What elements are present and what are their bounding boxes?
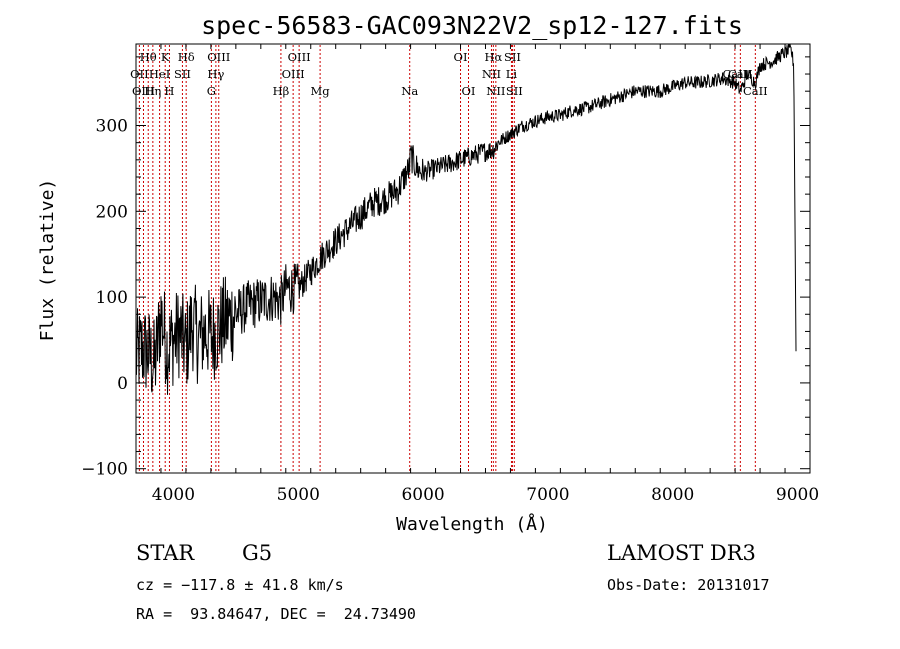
object-subclass: G5 xyxy=(242,541,273,565)
spectral-line-label: Hγ xyxy=(207,67,224,81)
spectral-line-label: OIII xyxy=(282,67,305,81)
spectral-line-label: SII xyxy=(174,67,191,81)
spectral-line-label: SII xyxy=(506,84,523,98)
x-tick-label: 8000 xyxy=(651,485,694,505)
x-tick-label: 9000 xyxy=(776,485,819,505)
spectral-line-label: HeI xyxy=(149,67,170,81)
x-tick-label: 5000 xyxy=(277,485,320,505)
spectral-line-label: NII xyxy=(482,67,501,81)
plot-frame xyxy=(135,43,811,474)
y-tick-label: 200 xyxy=(96,202,128,222)
survey-name: LAMOST DR3 xyxy=(607,541,756,565)
y-axis-label: Flux (relative) xyxy=(37,179,58,342)
spectral-line-label: OI xyxy=(454,50,468,64)
spectral-line-label: G xyxy=(207,84,216,98)
spectral-line-markers xyxy=(138,45,756,472)
spectral-line-label: OI xyxy=(462,84,476,98)
x-axis-ticks: 4000 5000 6000 7000 8000 9000 xyxy=(135,44,819,505)
spectral-line-label: OIII xyxy=(207,50,230,64)
y-tick-label: −100 xyxy=(81,460,128,480)
chart-title: spec-56583-GAC093N22V2_sp12-127.fits xyxy=(201,11,743,40)
y-tick-label: 0 xyxy=(117,374,128,394)
spectral-line-label: Hβ xyxy=(273,84,290,98)
spectral-line-label: NII xyxy=(486,84,505,98)
x-tick-label: 6000 xyxy=(401,485,444,505)
spectral-line-label: Hη xyxy=(144,84,161,98)
x-tick-label: 4000 xyxy=(152,485,195,505)
spectral-line-label: SII xyxy=(504,50,521,64)
spectral-line-label: Na xyxy=(401,84,418,98)
observation-date: Obs-Date: 20131017 xyxy=(607,576,770,594)
spectral-line-label: Mg xyxy=(311,84,331,98)
spectral-line-label: Hα xyxy=(484,50,502,64)
y-axis-ticks: −100 0 100 200 300 xyxy=(81,56,810,480)
spectral-line-label: Hδ xyxy=(178,50,195,64)
spectral-line-label: OIII xyxy=(288,50,311,64)
object-class: STAR xyxy=(136,541,195,565)
x-tick-label: 7000 xyxy=(526,485,569,505)
spectral-line-label: K xyxy=(161,50,170,64)
sky-coordinates: RA = 93.84647, DEC = 24.73490 xyxy=(136,605,416,623)
y-tick-label: 300 xyxy=(96,117,128,137)
spectral-line-label: OIII xyxy=(132,84,155,98)
x-axis-label: Wavelength (Å) xyxy=(396,513,548,535)
spectral-line-label: Li xyxy=(506,67,518,81)
spectral-line-label: H xyxy=(164,84,174,98)
spectral-line-label: CaII xyxy=(743,84,768,98)
spectrum-line xyxy=(135,43,797,395)
spectral-line-label: Hθ xyxy=(140,50,157,64)
redshift-velocity: cz = −117.8 ± 41.8 km/s xyxy=(136,576,344,594)
y-tick-label: 100 xyxy=(96,288,128,308)
